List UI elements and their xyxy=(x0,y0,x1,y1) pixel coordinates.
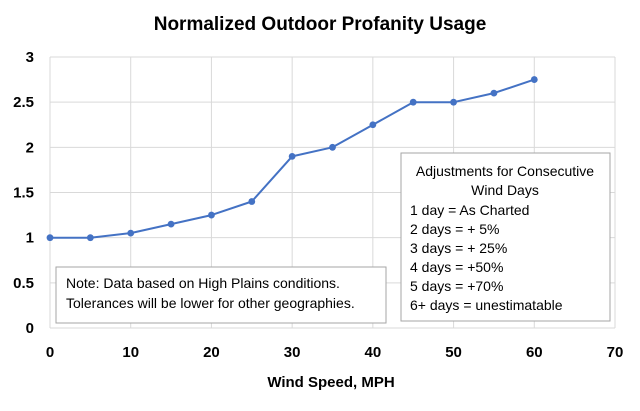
data-point xyxy=(409,98,417,106)
y-tick-label: 3 xyxy=(26,49,34,66)
data-point xyxy=(288,152,296,160)
data-point xyxy=(46,234,54,242)
y-tick-label: 1.5 xyxy=(13,185,34,202)
x-tick-label: 40 xyxy=(365,344,382,361)
data-point xyxy=(167,220,175,228)
chart-title: Normalized Outdoor Profanity Usage xyxy=(154,14,487,35)
data-point xyxy=(86,234,94,242)
data-point xyxy=(490,89,498,97)
adjustments-box-frame xyxy=(400,152,611,322)
y-tick-label: 2 xyxy=(26,139,34,156)
x-tick-label: 0 xyxy=(46,344,54,361)
series-layer xyxy=(46,76,538,242)
x-tick-label: 20 xyxy=(203,344,220,361)
data-point xyxy=(127,229,135,237)
x-tick-label: 50 xyxy=(445,344,462,361)
y-tick-label: 0.5 xyxy=(13,275,34,292)
y-tick-label: 2.5 xyxy=(13,94,34,111)
adjustment-item: 1 day = As Charted xyxy=(410,202,529,218)
note-line: Tolerances will be lower for other geogr… xyxy=(66,295,355,311)
x-tick-label: 70 xyxy=(607,344,624,361)
note-box: Note: Data based on High Plains conditio… xyxy=(55,266,387,324)
data-point xyxy=(329,143,336,151)
adjustments-box: Adjustments for Consecutive Wind Days 1 … xyxy=(400,152,611,322)
data-point xyxy=(530,76,538,83)
x-axis-tick-labels: 0 10 20 30 40 50 60 70 xyxy=(46,344,624,361)
data-point xyxy=(369,121,377,129)
y-tick-label: 1 xyxy=(26,230,34,247)
y-axis-tick-labels: 0 0.5 1 1.5 2 2.5 3 xyxy=(13,49,34,337)
x-tick-label: 60 xyxy=(526,344,543,361)
adjustments-title-line: Wind Days xyxy=(471,182,539,198)
adjustment-item: 5 days = +70% xyxy=(410,278,503,294)
data-point xyxy=(208,211,215,219)
data-point xyxy=(450,98,457,106)
adjustment-item: 6+ days = unestimatable xyxy=(410,297,563,313)
data-point xyxy=(248,198,256,205)
adjustment-item: 4 days = +50% xyxy=(410,259,503,275)
adjustment-item: 2 days = + 5% xyxy=(410,221,500,237)
adjustment-item: 3 days = + 25% xyxy=(410,240,507,256)
adjustments-title-line: Adjustments for Consecutive xyxy=(416,163,594,179)
note-box-frame xyxy=(55,266,387,324)
x-tick-label: 30 xyxy=(284,344,301,361)
x-tick-label: 10 xyxy=(122,344,139,361)
note-line: Note: Data based on High Plains conditio… xyxy=(66,275,340,291)
x-axis-title: Wind Speed, MPH xyxy=(267,374,394,391)
y-tick-label: 0 xyxy=(26,320,34,337)
